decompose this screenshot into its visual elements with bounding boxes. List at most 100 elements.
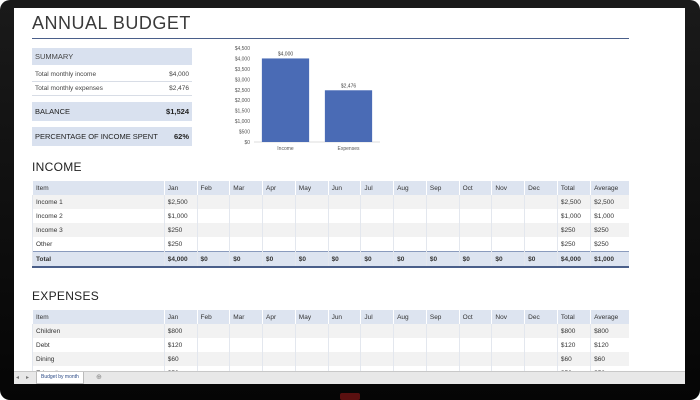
table-cell[interactable] <box>393 195 427 209</box>
income-col-jan[interactable]: Jan <box>163 181 197 195</box>
total-cell[interactable]: $0 <box>196 251 230 268</box>
table-cell[interactable] <box>327 338 361 352</box>
table-cell[interactable] <box>327 237 361 252</box>
table-cell[interactable]: $250 <box>163 237 197 252</box>
table-cell[interactable]: $120 <box>163 338 197 352</box>
table-cell[interactable] <box>524 324 558 338</box>
table-cell[interactable]: $1,000 <box>556 209 591 223</box>
table-cell[interactable] <box>393 352 427 366</box>
table-cell[interactable]: $250 <box>590 237 629 252</box>
table-cell[interactable] <box>229 338 263 352</box>
total-cell[interactable]: $1,000 <box>590 251 629 268</box>
income-col-jun[interactable]: Jun <box>327 181 361 195</box>
table-cell[interactable] <box>491 237 525 252</box>
table-cell[interactable] <box>229 195 263 209</box>
table-cell[interactable] <box>229 352 263 366</box>
table-cell[interactable]: $250 <box>556 223 591 237</box>
table-cell[interactable] <box>229 324 263 338</box>
table-cell[interactable] <box>360 237 394 252</box>
table-cell[interactable] <box>491 352 525 366</box>
table-cell[interactable]: Debt <box>32 338 165 352</box>
total-cell[interactable]: $0 <box>458 251 492 268</box>
table-cell[interactable] <box>393 223 427 237</box>
table-cell[interactable] <box>425 324 460 338</box>
summary-row-expenses[interactable]: Total monthly expenses $2,476 <box>32 82 192 96</box>
table-cell[interactable]: $800 <box>590 324 629 338</box>
income-col-may[interactable]: May <box>294 181 329 195</box>
table-cell[interactable] <box>196 195 230 209</box>
table-cell[interactable] <box>491 209 525 223</box>
table-cell[interactable] <box>360 223 394 237</box>
table-cell[interactable] <box>524 352 558 366</box>
table-cell[interactable]: $120 <box>556 338 591 352</box>
table-cell[interactable] <box>327 223 361 237</box>
income-col-item[interactable]: Item <box>32 181 165 195</box>
expenses-col-average[interactable]: Average <box>590 310 629 324</box>
table-cell[interactable] <box>360 209 394 223</box>
table-cell[interactable]: $800 <box>556 324 591 338</box>
table-cell[interactable] <box>360 324 394 338</box>
table-cell[interactable] <box>262 195 296 209</box>
table-cell[interactable] <box>196 338 230 352</box>
table-cell[interactable] <box>458 338 492 352</box>
total-cell[interactable]: $0 <box>360 251 394 268</box>
table-cell[interactable] <box>196 223 230 237</box>
table-cell[interactable] <box>458 324 492 338</box>
income-col-jul[interactable]: Jul <box>360 181 394 195</box>
table-cell[interactable]: Income 2 <box>32 209 165 223</box>
table-cell[interactable] <box>294 324 329 338</box>
total-cell[interactable]: Total <box>32 251 165 268</box>
table-cell[interactable]: Children <box>32 324 165 338</box>
table-cell[interactable]: $2,500 <box>556 195 591 209</box>
table-cell[interactable] <box>327 209 361 223</box>
expenses-col-mar[interactable]: Mar <box>229 310 263 324</box>
income-col-aug[interactable]: Aug <box>393 181 427 195</box>
table-cell[interactable] <box>524 223 558 237</box>
expenses-col-jun[interactable]: Jun <box>327 310 361 324</box>
table-cell[interactable]: Dining <box>32 352 165 366</box>
expenses-col-jan[interactable]: Jan <box>163 310 197 324</box>
table-cell[interactable] <box>327 352 361 366</box>
balance-cell[interactable]: BALANCE $1,524 <box>32 102 192 121</box>
table-cell[interactable] <box>524 237 558 252</box>
table-cell[interactable]: Other <box>32 237 165 252</box>
percentage-cell[interactable]: PERCENTAGE OF INCOME SPENT 62% <box>32 127 192 146</box>
table-cell[interactable] <box>196 352 230 366</box>
table-cell[interactable] <box>458 237 492 252</box>
table-cell[interactable] <box>491 338 525 352</box>
expenses-col-total[interactable]: Total <box>556 310 591 324</box>
table-cell[interactable] <box>294 237 329 252</box>
table-cell[interactable]: $2,500 <box>163 195 197 209</box>
table-cell[interactable] <box>425 223 460 237</box>
table-cell[interactable] <box>360 195 394 209</box>
table-cell[interactable] <box>196 209 230 223</box>
total-cell[interactable]: $0 <box>425 251 460 268</box>
income-col-dec[interactable]: Dec <box>524 181 558 195</box>
expenses-col-item[interactable]: Item <box>32 310 165 324</box>
total-cell[interactable]: $0 <box>524 251 558 268</box>
table-cell[interactable] <box>491 324 525 338</box>
total-cell[interactable]: $4,000 <box>163 251 197 268</box>
expenses-col-feb[interactable]: Feb <box>196 310 230 324</box>
income-col-nov[interactable]: Nov <box>491 181 525 195</box>
table-cell[interactable]: $1,000 <box>590 209 629 223</box>
total-cell[interactable]: $4,000 <box>556 251 591 268</box>
expenses-col-sep[interactable]: Sep <box>425 310 460 324</box>
scroll-left-icon[interactable]: ◂ <box>16 375 20 381</box>
total-cell[interactable]: $0 <box>393 251 427 268</box>
table-cell[interactable] <box>425 209 460 223</box>
table-cell[interactable] <box>196 324 230 338</box>
total-cell[interactable]: $0 <box>229 251 263 268</box>
table-cell[interactable]: $120 <box>590 338 629 352</box>
total-cell[interactable]: $0 <box>491 251 525 268</box>
income-col-mar[interactable]: Mar <box>229 181 263 195</box>
table-cell[interactable] <box>491 195 525 209</box>
table-cell[interactable] <box>393 237 427 252</box>
income-col-apr[interactable]: Apr <box>262 181 296 195</box>
total-cell[interactable]: $0 <box>327 251 361 268</box>
table-cell[interactable] <box>458 223 492 237</box>
table-cell[interactable] <box>393 338 427 352</box>
table-cell[interactable]: $60 <box>590 352 629 366</box>
table-cell[interactable]: $1,000 <box>163 209 197 223</box>
table-cell[interactable] <box>393 209 427 223</box>
